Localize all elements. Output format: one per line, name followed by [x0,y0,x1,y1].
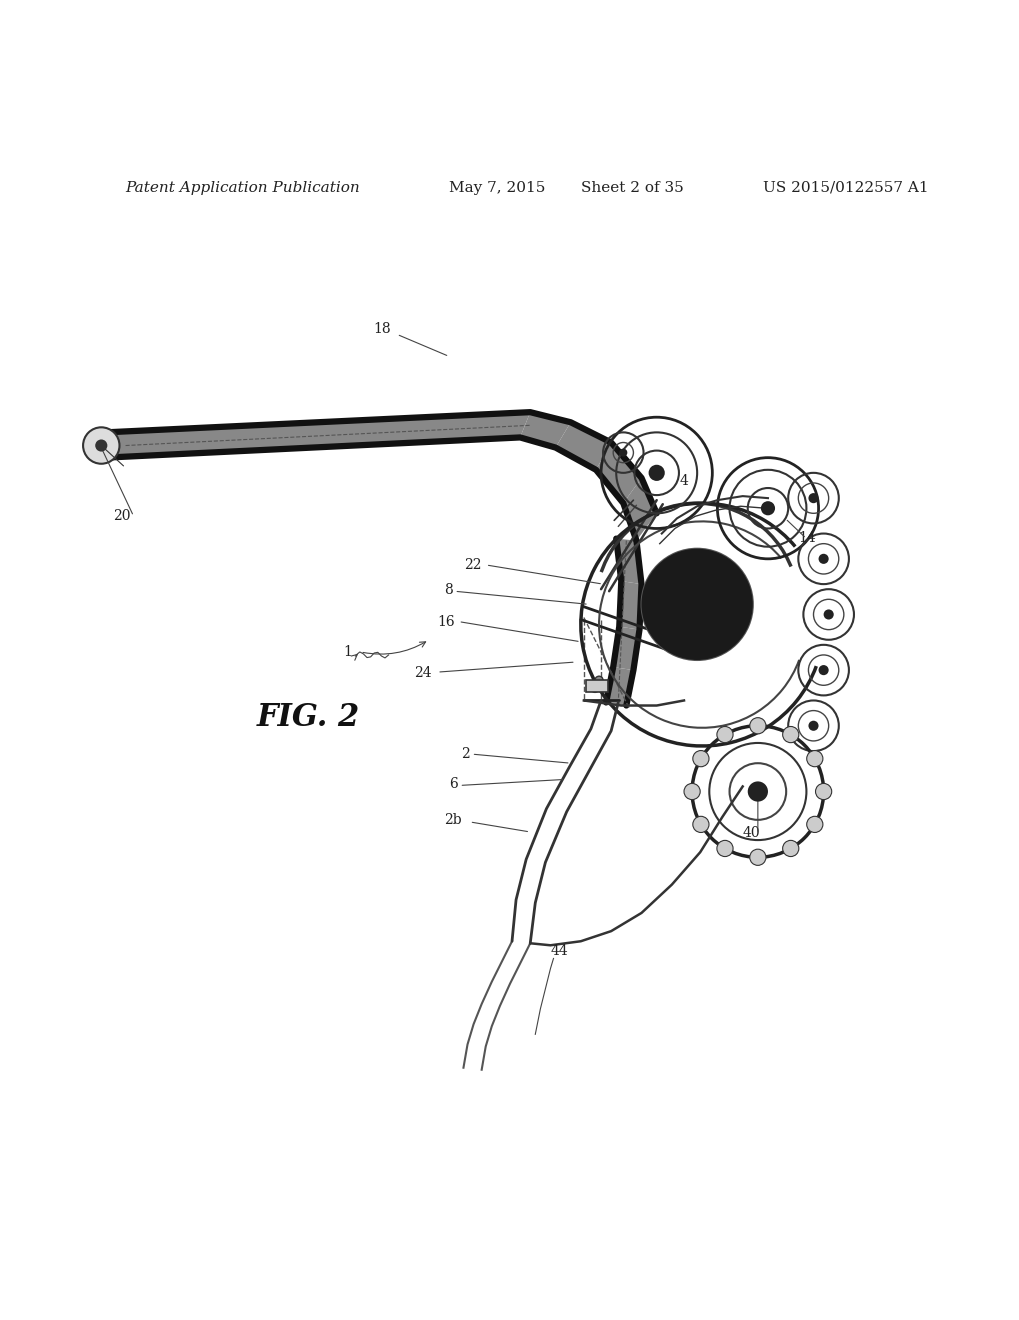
Polygon shape [619,581,641,630]
Circle shape [749,849,765,866]
Circle shape [806,816,822,833]
Circle shape [747,781,767,801]
Circle shape [594,676,602,684]
Text: 2: 2 [461,747,470,762]
Text: 20: 20 [113,510,130,524]
Circle shape [815,784,830,800]
Polygon shape [555,422,610,470]
Text: US 2015/0122557 A1: US 2015/0122557 A1 [762,181,927,194]
Circle shape [590,684,598,693]
Text: 24: 24 [414,667,431,680]
Circle shape [684,784,699,800]
Circle shape [692,751,708,767]
Polygon shape [623,478,656,541]
Circle shape [716,841,733,857]
Polygon shape [605,667,633,705]
Circle shape [806,751,822,767]
Text: 6: 6 [448,777,458,792]
Text: Sheet 2 of 35: Sheet 2 of 35 [580,181,683,194]
Polygon shape [612,627,639,671]
Text: 18: 18 [373,322,390,337]
Circle shape [716,726,733,743]
Circle shape [808,494,818,503]
Polygon shape [595,442,641,503]
Polygon shape [520,412,571,447]
Text: 8: 8 [444,583,452,597]
Circle shape [648,465,664,480]
Text: FIG. 2: FIG. 2 [257,702,360,733]
Text: 14: 14 [798,531,815,545]
Text: 4: 4 [680,474,688,488]
Text: 16: 16 [437,615,454,628]
Circle shape [782,726,798,743]
Text: 2b: 2b [444,813,462,826]
Text: May 7, 2015: May 7, 2015 [448,181,545,194]
Circle shape [818,665,827,675]
Circle shape [95,440,107,451]
Circle shape [83,428,119,463]
Circle shape [782,841,798,857]
Polygon shape [105,412,530,458]
Text: 40: 40 [742,826,759,840]
Circle shape [822,610,833,619]
Circle shape [749,718,765,734]
Polygon shape [615,539,641,585]
Text: 1: 1 [342,645,352,659]
Circle shape [619,449,627,457]
Text: 22: 22 [464,558,482,572]
Circle shape [760,502,774,515]
Circle shape [818,554,827,564]
Circle shape [692,816,708,833]
Text: Patent Application Publication: Patent Application Publication [125,181,360,194]
Circle shape [641,549,752,660]
FancyBboxPatch shape [585,680,607,693]
Text: 44: 44 [550,944,568,958]
Circle shape [808,721,818,731]
